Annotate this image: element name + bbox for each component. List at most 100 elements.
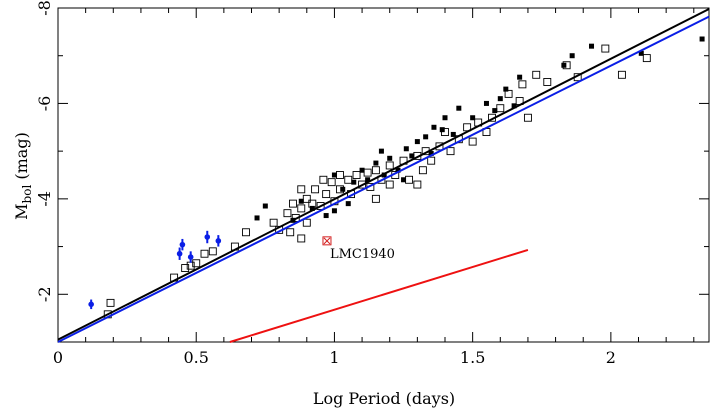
- filled-square-point: [262, 203, 268, 209]
- filled-square-point: [351, 179, 357, 185]
- x-tick-label: 0: [53, 348, 63, 367]
- open-square-point: [316, 202, 325, 210]
- open-square-point: [181, 264, 190, 272]
- x-tick-label: 2: [606, 348, 616, 367]
- filled-square-point: [428, 151, 434, 157]
- filled-square-point: [442, 115, 448, 121]
- open-square-point: [642, 54, 651, 63]
- filled-square-point: [331, 172, 337, 178]
- highlight-cross: [323, 237, 331, 245]
- filled-square-point: [409, 153, 415, 159]
- open-square-point: [617, 70, 626, 79]
- open-square-point: [435, 142, 444, 151]
- open-square-point: [523, 113, 532, 122]
- filled-square-point: [569, 53, 575, 59]
- filled-square-point: [401, 177, 407, 183]
- open-square-point: [319, 175, 328, 184]
- filled-square-point: [414, 139, 420, 145]
- open-square-point: [468, 137, 477, 146]
- filled-square-point: [517, 74, 523, 80]
- open-square-point: [504, 89, 513, 98]
- open-square-point: [302, 218, 311, 227]
- open-square-point: [363, 168, 372, 177]
- filled-square-point: [340, 186, 346, 192]
- filled-square-point: [365, 177, 371, 183]
- x-axis-label: Log Period (days): [313, 389, 455, 408]
- filled-square-point: [403, 146, 409, 152]
- open-square-point: [192, 259, 201, 268]
- open-square-point: [106, 298, 115, 307]
- x-tick-label: 0.5: [183, 348, 208, 367]
- filled-square-point: [511, 103, 517, 109]
- open-square-point: [286, 228, 295, 237]
- y-tick-label: -8: [35, 0, 54, 16]
- open-square-point: [446, 147, 455, 156]
- filled-square-point: [561, 62, 567, 68]
- filled-square-point: [423, 134, 429, 140]
- filled-square-point: [497, 96, 503, 102]
- highlight-point: [322, 236, 332, 246]
- blue-point: [215, 238, 222, 244]
- filled-square-point: [483, 100, 489, 106]
- open-square-point: [427, 156, 436, 165]
- open-square-point: [289, 199, 297, 208]
- open-square-point: [543, 78, 552, 86]
- filled-square-point: [470, 115, 476, 121]
- open-square-point: [601, 44, 610, 53]
- y-tick-label: -2: [35, 286, 54, 302]
- open-square-point: [352, 171, 361, 179]
- filled-square-point: [699, 36, 705, 42]
- x-tick-label: 1: [329, 348, 339, 367]
- filled-square-point: [331, 208, 337, 214]
- y-label-rest: (mag): [12, 132, 31, 185]
- filled-square-point: [309, 205, 315, 211]
- open-square-point: [208, 247, 217, 256]
- filled-square-point: [387, 155, 393, 161]
- open-square-point: [344, 175, 353, 184]
- y-tick-label: -4: [35, 191, 54, 207]
- blue-point: [204, 234, 211, 240]
- filled-square-point: [254, 215, 260, 221]
- fit-line: [57, 8, 710, 341]
- blue-point: [88, 301, 94, 308]
- open-square-point: [200, 249, 209, 258]
- filled-square-point: [492, 108, 498, 114]
- open-square-point: [322, 190, 331, 199]
- y-tick-label: -6: [35, 96, 54, 112]
- open-square-point: [242, 228, 250, 237]
- x-tick-label: 1.5: [460, 348, 485, 367]
- annotation-label: LMC1940: [330, 247, 395, 262]
- filled-square-point: [378, 148, 384, 154]
- open-square-point: [358, 180, 367, 189]
- filled-square-point: [345, 201, 351, 207]
- fit-line: [229, 248, 529, 343]
- open-square-point: [418, 166, 427, 175]
- open-square-point: [283, 209, 292, 218]
- y-label-main: M: [12, 203, 31, 219]
- blue-point: [179, 241, 186, 248]
- filled-square-point: [450, 131, 456, 137]
- filled-square-point: [431, 124, 437, 130]
- open-square-point: [297, 185, 306, 194]
- filled-square-point: [298, 198, 304, 204]
- filled-square-point: [503, 86, 509, 92]
- open-square-point: [405, 175, 414, 184]
- open-square-point: [385, 180, 394, 189]
- open-square-point: [371, 166, 380, 175]
- plot-frame: [57, 7, 710, 343]
- filled-square-point: [395, 167, 401, 173]
- open-square-point: [371, 194, 380, 203]
- y-label-sub: bol: [20, 185, 34, 204]
- filled-square-point: [439, 127, 445, 133]
- open-square-point: [336, 171, 344, 179]
- open-square-point: [518, 80, 527, 89]
- filled-square-point: [323, 213, 329, 219]
- open-square-point: [385, 161, 394, 170]
- blue-point: [176, 250, 183, 257]
- open-square-point: [413, 180, 422, 189]
- open-square-point: [311, 185, 320, 194]
- filled-square-point: [589, 43, 595, 49]
- open-square-point: [532, 70, 541, 79]
- y-axis-label: Mbol (mag): [12, 132, 34, 220]
